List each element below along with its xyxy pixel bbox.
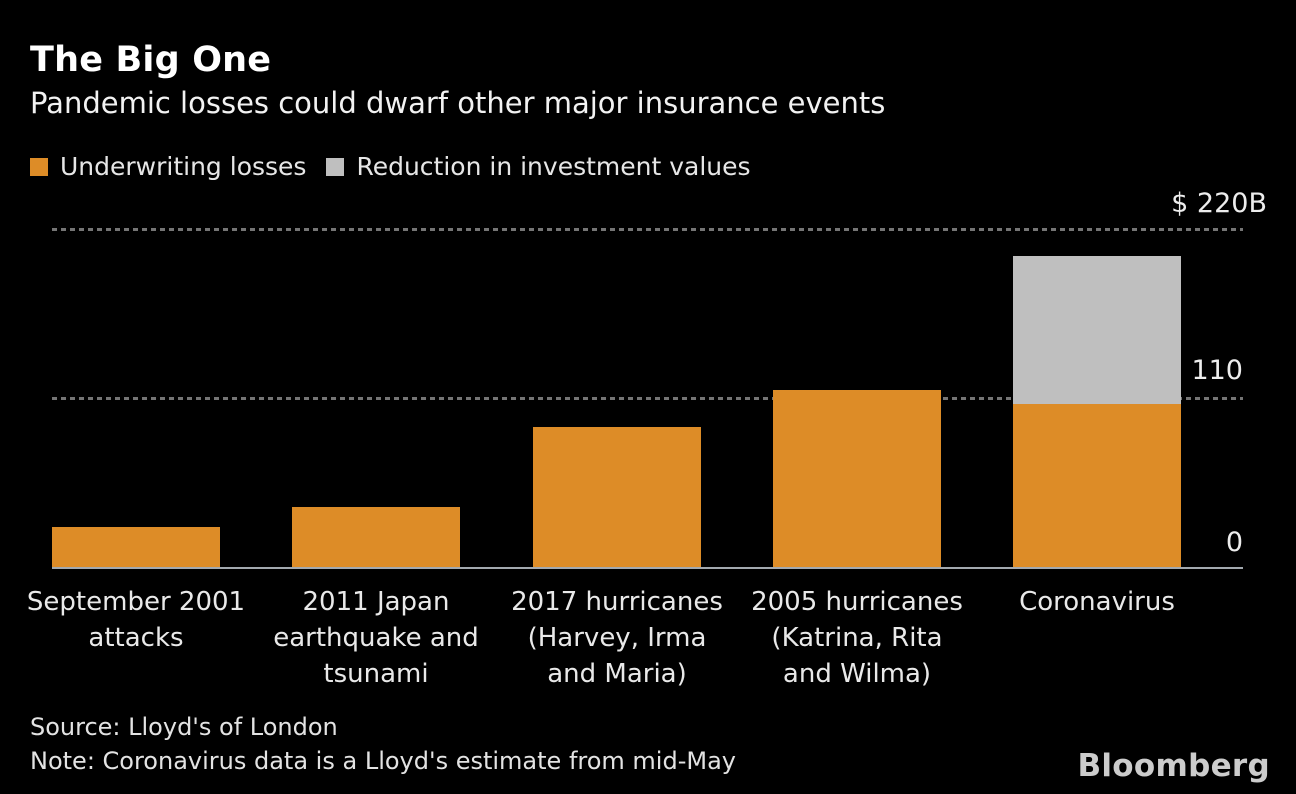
x-axis-baseline xyxy=(52,567,1243,569)
y-tick-0: 0 xyxy=(1225,527,1243,558)
gridline-220 xyxy=(52,228,1243,231)
footer-notes: Source: Lloyd's of London Note: Coronavi… xyxy=(30,710,736,778)
bar-3 xyxy=(533,427,701,569)
bar-4 xyxy=(773,390,941,569)
bar-segment xyxy=(52,527,220,569)
bar-1 xyxy=(52,527,220,569)
y-tick-220: $ 220B xyxy=(1171,188,1267,219)
bar-segment xyxy=(1013,404,1181,569)
bar-segment xyxy=(533,427,701,569)
bars-area xyxy=(52,230,1181,569)
chart-title: The Big One xyxy=(30,40,272,80)
legend-label: Reduction in investment values xyxy=(356,152,751,181)
legend-swatch-gray xyxy=(326,157,345,176)
gridline-110 xyxy=(52,397,1243,400)
bloomberg-logo: Bloomberg xyxy=(1077,748,1270,784)
chart-subtitle: Pandemic losses could dwarf other major … xyxy=(30,86,886,120)
category-label: 2017 hurricanes (Harvey, Irma and Maria) xyxy=(511,587,723,689)
category-label: 2005 hurricanes (Katrina, Rita and Wilma… xyxy=(751,587,963,689)
legend: Underwriting losses Reduction in investm… xyxy=(30,152,751,181)
note-text: Note: Coronavirus data is a Lloyd's esti… xyxy=(30,747,736,775)
legend-item-investment-values: Reduction in investment values xyxy=(326,152,751,181)
legend-item-underwriting-losses: Underwriting losses xyxy=(30,152,306,181)
source-text: Source: Lloyd's of London xyxy=(30,713,338,741)
category-label: Coronavirus xyxy=(1019,587,1175,617)
bar-segment xyxy=(1013,256,1181,404)
legend-label: Underwriting losses xyxy=(60,152,307,181)
bar-5 xyxy=(1013,256,1181,569)
bar-segment xyxy=(773,390,941,569)
category-label: 2011 Japan earthquake and tsunami xyxy=(273,587,479,689)
bar-2 xyxy=(292,507,460,569)
category-label: September 2001 attacks xyxy=(26,587,246,653)
y-tick-110: 110 xyxy=(1191,355,1243,386)
legend-swatch-orange xyxy=(30,157,48,176)
bar-segment xyxy=(292,507,460,569)
